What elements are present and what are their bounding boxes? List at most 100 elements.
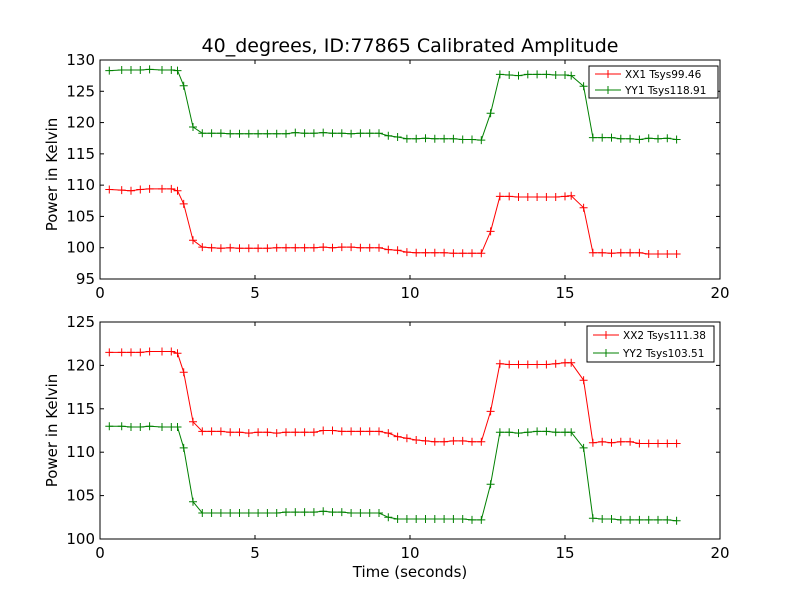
- data-point: [626, 437, 635, 446]
- data-point: [375, 129, 383, 138]
- data-point: [365, 427, 374, 436]
- data-point: [244, 509, 253, 517]
- data-point: [663, 439, 672, 448]
- data-point: [626, 134, 635, 143]
- data-point: [136, 423, 145, 431]
- data-point: [282, 129, 290, 138]
- data-point: [356, 243, 365, 252]
- data-point: [644, 250, 653, 258]
- data-point: [356, 509, 365, 517]
- data-point: [347, 243, 356, 252]
- data-point: [226, 428, 235, 437]
- data-point: [291, 243, 300, 252]
- data-point: [309, 508, 318, 517]
- legend-box: [588, 65, 719, 99]
- data-point: [282, 428, 290, 437]
- data-point: [542, 427, 551, 436]
- legend-marker: [604, 86, 612, 94]
- data-point: [158, 347, 166, 356]
- data-point: [226, 509, 235, 517]
- y-tick-label: 120: [66, 114, 95, 132]
- data-point: [505, 428, 514, 437]
- x-tick-label: 5: [250, 284, 260, 302]
- data-point: [263, 428, 272, 437]
- data-point: [235, 428, 244, 437]
- data-point: [616, 437, 625, 446]
- data-point: [393, 246, 402, 255]
- data-point: [145, 65, 154, 74]
- data-point: [254, 428, 263, 437]
- data-point: [244, 129, 253, 138]
- data-point: [579, 376, 588, 385]
- data-point: [567, 428, 576, 437]
- data-point: [173, 66, 182, 75]
- data-point: [449, 515, 458, 523]
- data-point: [421, 515, 430, 523]
- data-point: [440, 515, 449, 523]
- data-point: [189, 497, 197, 506]
- data-point: [551, 428, 560, 437]
- x-tick-label: 10: [400, 284, 419, 302]
- data-point: [127, 66, 135, 74]
- x-tick-label: 5: [250, 544, 260, 562]
- legend-label: XX1 Tsys99.46: [625, 69, 702, 81]
- y-tick-label: 125: [66, 313, 95, 331]
- data-point: [449, 134, 458, 143]
- data-point: [319, 128, 328, 137]
- bottom-y-axis-label: Power in Kelvin: [43, 374, 61, 488]
- data-point: [117, 186, 126, 195]
- data-point: [567, 71, 576, 80]
- data-point: [105, 348, 114, 357]
- y-tick-label: 130: [66, 51, 95, 69]
- data-point: [567, 358, 576, 367]
- data-point: [486, 109, 495, 118]
- data-point: [319, 507, 328, 516]
- data-point: [117, 348, 126, 357]
- data-point: [440, 248, 449, 257]
- y-tick-label: 105: [66, 487, 95, 505]
- data-point: [393, 133, 402, 141]
- data-point: [542, 70, 551, 79]
- data-point: [309, 243, 318, 252]
- data-point: [402, 434, 411, 443]
- data-point: [136, 348, 145, 357]
- data-point: [672, 135, 681, 144]
- data-point: [198, 427, 207, 436]
- data-point: [207, 509, 216, 517]
- data-point: [654, 134, 662, 143]
- x-tick-label: 0: [95, 544, 105, 562]
- data-point: [588, 248, 597, 257]
- data-point: [672, 439, 681, 448]
- data-point: [319, 426, 328, 435]
- data-point: [402, 134, 411, 143]
- data-point: [672, 250, 681, 258]
- data-point: [598, 437, 607, 446]
- data-point: [495, 359, 504, 368]
- data-point: [523, 428, 532, 437]
- data-point: [347, 427, 356, 436]
- data-point: [607, 438, 616, 447]
- data-point: [468, 515, 476, 524]
- data-point: [440, 437, 449, 446]
- legend-label: XX2 Tsys111.38: [623, 330, 706, 342]
- data-point: [579, 82, 588, 91]
- x-tick-label: 20: [710, 544, 729, 562]
- data-point: [468, 135, 476, 144]
- bottom-subplot: 0 5 10 15 20 100 105 110 115 120 125 XX2 Tsys111.38…: [66, 313, 729, 562]
- data-point: [263, 244, 272, 253]
- data-point: [440, 134, 449, 143]
- data-point: [167, 184, 176, 193]
- data-point: [375, 243, 383, 252]
- data-point: [523, 70, 532, 79]
- data-point: [523, 193, 532, 201]
- data-point: [254, 244, 263, 253]
- data-point: [198, 243, 207, 252]
- data-point: [412, 515, 421, 523]
- x-tick-label: 15: [555, 544, 574, 562]
- data-point: [337, 129, 346, 138]
- data-point: [598, 515, 607, 523]
- series-markers-1-0: [105, 347, 681, 448]
- data-point: [607, 133, 616, 142]
